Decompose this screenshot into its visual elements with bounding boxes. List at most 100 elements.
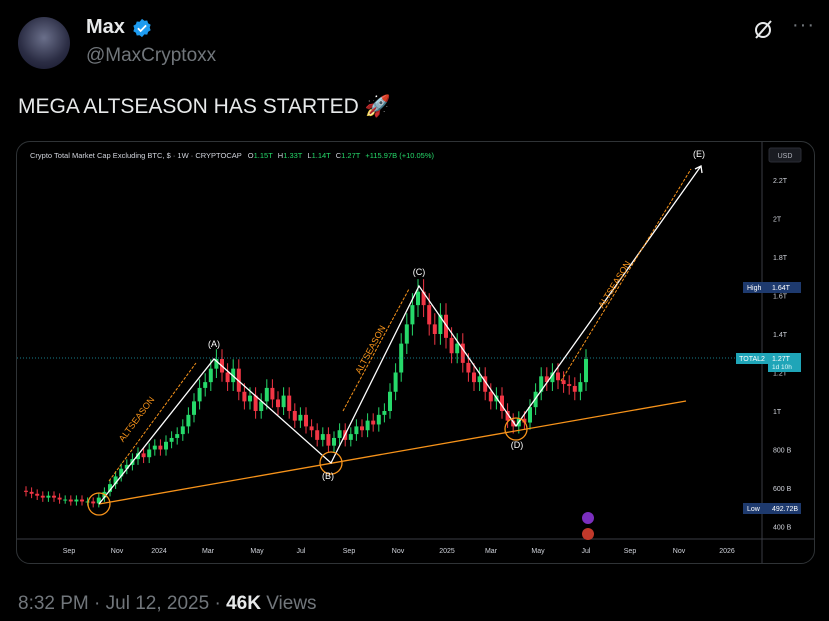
- y-tick-label: 1.4T: [773, 332, 788, 339]
- pivot-circle: [87, 492, 111, 516]
- candle-body: [40, 495, 45, 498]
- candle-body: [522, 418, 527, 423]
- candle-body: [119, 468, 124, 477]
- candle-body: [52, 495, 56, 498]
- candle-body: [365, 420, 370, 431]
- candle-body: [427, 305, 432, 325]
- candle-body: [141, 453, 146, 458]
- candle-body: [550, 372, 555, 383]
- altseason-arrow: [342, 288, 410, 412]
- candle-body: [57, 497, 62, 500]
- rocket-icon: 🚀: [364, 95, 391, 118]
- wave-label: (B): [322, 471, 334, 481]
- tweet-time[interactable]: 8:32 PM: [18, 593, 89, 614]
- candle-body: [292, 411, 297, 421]
- x-tick-label: Sep: [63, 548, 76, 555]
- candle-body: [309, 426, 314, 431]
- candle-body: [455, 343, 460, 354]
- x-tick-label: 2025: [439, 548, 455, 555]
- candle-body: [276, 399, 280, 408]
- y-tick-label: 600 B: [773, 486, 792, 493]
- currency-label: USD: [778, 153, 793, 160]
- candle-body: [466, 362, 471, 373]
- low-tag: [743, 503, 801, 514]
- x-tick-label: Nov: [673, 548, 686, 555]
- candle-body: [186, 414, 191, 427]
- candle-body: [444, 314, 448, 338]
- candle-body: [24, 490, 28, 492]
- candle-body: [472, 372, 476, 383]
- candle-body: [208, 368, 213, 383]
- candle-body: [477, 376, 482, 383]
- tweet-body: MEGA ALTSEASON HAS STARTED: [18, 95, 359, 118]
- x-tick-label: Mar: [202, 548, 215, 555]
- x-tick-label: 2026: [719, 548, 735, 555]
- candle-body: [136, 453, 140, 460]
- separator: ·: [214, 593, 221, 614]
- candle-body: [158, 445, 163, 450]
- altseason-arrow: [560, 168, 692, 382]
- candle-body: [348, 434, 353, 440]
- more-dots-icon[interactable]: ···: [792, 14, 815, 36]
- views-count: 46K: [226, 593, 261, 614]
- candle-body: [488, 391, 493, 402]
- candle-body: [80, 499, 84, 502]
- candle-body: [253, 395, 258, 411]
- candle-body: [500, 395, 504, 411]
- x-tick-label: Jul: [297, 548, 306, 555]
- high-label: High: [747, 285, 762, 292]
- wave-path: [98, 165, 702, 505]
- candle-body: [483, 376, 488, 392]
- candle-body: [432, 324, 437, 334]
- slashed-circle-icon[interactable]: [752, 18, 774, 40]
- candle-body: [315, 430, 320, 440]
- candle-body: [572, 385, 577, 392]
- candle-body: [152, 445, 157, 450]
- candle-body: [147, 449, 152, 458]
- verified-badge-icon: [133, 18, 151, 38]
- candle-body: [438, 314, 443, 334]
- separator: ·: [94, 593, 101, 614]
- candle-body: [332, 437, 336, 446]
- candle-body: [242, 391, 247, 402]
- candle-body: [511, 420, 516, 427]
- wave-label: (C): [413, 267, 426, 277]
- tweet-text: MEGA ALTSEASON HAS STARTED 🚀: [18, 95, 391, 119]
- candle-body: [175, 434, 180, 438]
- candle-body: [539, 376, 544, 392]
- candle-body: [74, 499, 79, 502]
- candle-body: [113, 476, 118, 485]
- x-tick-label: Mar: [485, 548, 498, 555]
- candle-body: [449, 337, 454, 354]
- candle-body: [371, 420, 376, 425]
- tweet-date[interactable]: Jul 12, 2025: [105, 593, 210, 614]
- author-name[interactable]: Max: [86, 16, 125, 38]
- candle-body: [35, 493, 40, 496]
- candle-body: [63, 499, 68, 501]
- candle-body: [556, 372, 560, 381]
- candle-body: [281, 395, 286, 408]
- altseason-label: ALTSEASON: [117, 395, 157, 444]
- candle-body: [360, 426, 364, 431]
- y-tick-label: 1T: [773, 409, 782, 416]
- candle-body: [169, 437, 174, 442]
- x-tick-label: May: [531, 548, 545, 555]
- y-tick-label: 2.2T: [773, 178, 788, 185]
- altseason-label: ALTSEASON: [596, 259, 632, 310]
- pivot-circle: [319, 451, 343, 475]
- candle-body: [410, 305, 415, 325]
- author-handle[interactable]: @MaxCryptoxx: [86, 45, 217, 66]
- altseason-arrow: [108, 362, 197, 482]
- altseason-label: ALTSEASON: [353, 324, 387, 376]
- avatar[interactable]: [18, 17, 70, 69]
- candle-body: [248, 395, 252, 402]
- candle-body: [180, 426, 185, 435]
- candle-body: [505, 411, 510, 421]
- candle-body: [382, 411, 387, 415]
- candle-body: [561, 380, 566, 385]
- low-value: 492.72B: [772, 506, 798, 513]
- x-tick-label: May: [250, 548, 264, 555]
- chart-image[interactable]: Crypto Total Market Cap Excluding BTC, $…: [16, 141, 815, 564]
- y-tick-label: 800 B: [773, 448, 792, 455]
- y-tick-label: 1.8T: [773, 255, 788, 262]
